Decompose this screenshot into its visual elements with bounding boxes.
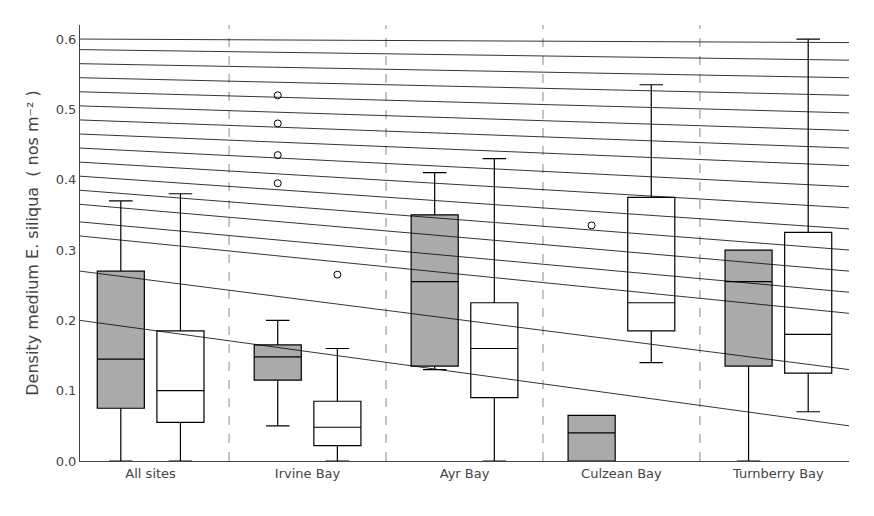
svg-text:Turnberry Bay: Turnberry Bay xyxy=(732,466,824,481)
svg-text:0.1: 0.1 xyxy=(56,383,77,398)
svg-text:Density medium E. siliqua ( n: Density medium E. siliqua ( nos m⁻² ) xyxy=(23,90,42,395)
svg-text:Culzean Bay: Culzean Bay xyxy=(581,466,662,481)
svg-text:0.4: 0.4 xyxy=(56,172,77,187)
svg-text:Irvine Bay: Irvine Bay xyxy=(275,466,341,481)
svg-text:All sites: All sites xyxy=(125,466,176,481)
svg-text:0.5: 0.5 xyxy=(56,102,77,117)
svg-text:0.0: 0.0 xyxy=(56,454,77,469)
svg-text:0.2: 0.2 xyxy=(56,313,77,328)
svg-text:Ayr Bay: Ayr Bay xyxy=(440,466,490,481)
svg-text:0.6: 0.6 xyxy=(56,32,77,47)
svg-text:0.3: 0.3 xyxy=(56,243,77,258)
